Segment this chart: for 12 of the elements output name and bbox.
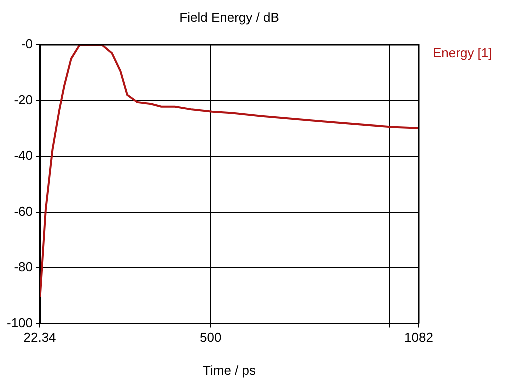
y-tick-label: -0 xyxy=(21,36,34,52)
y-tick-label: -60 xyxy=(14,204,34,219)
x-tick-label: 500 xyxy=(200,330,222,346)
x-tick-label: 1082 xyxy=(404,330,434,346)
text: Energy [1] xyxy=(433,46,492,61)
x-axis-title: Time / ps xyxy=(203,362,256,378)
y-tick-label: -80 xyxy=(14,260,34,275)
chart-title: Field Energy / dB xyxy=(180,10,280,25)
y-tick-label: -40 xyxy=(14,148,34,164)
x-tick-label: 22.34 xyxy=(24,330,56,346)
y-tick-label: -20 xyxy=(14,92,34,108)
y-tick-label: -100 xyxy=(6,315,34,330)
